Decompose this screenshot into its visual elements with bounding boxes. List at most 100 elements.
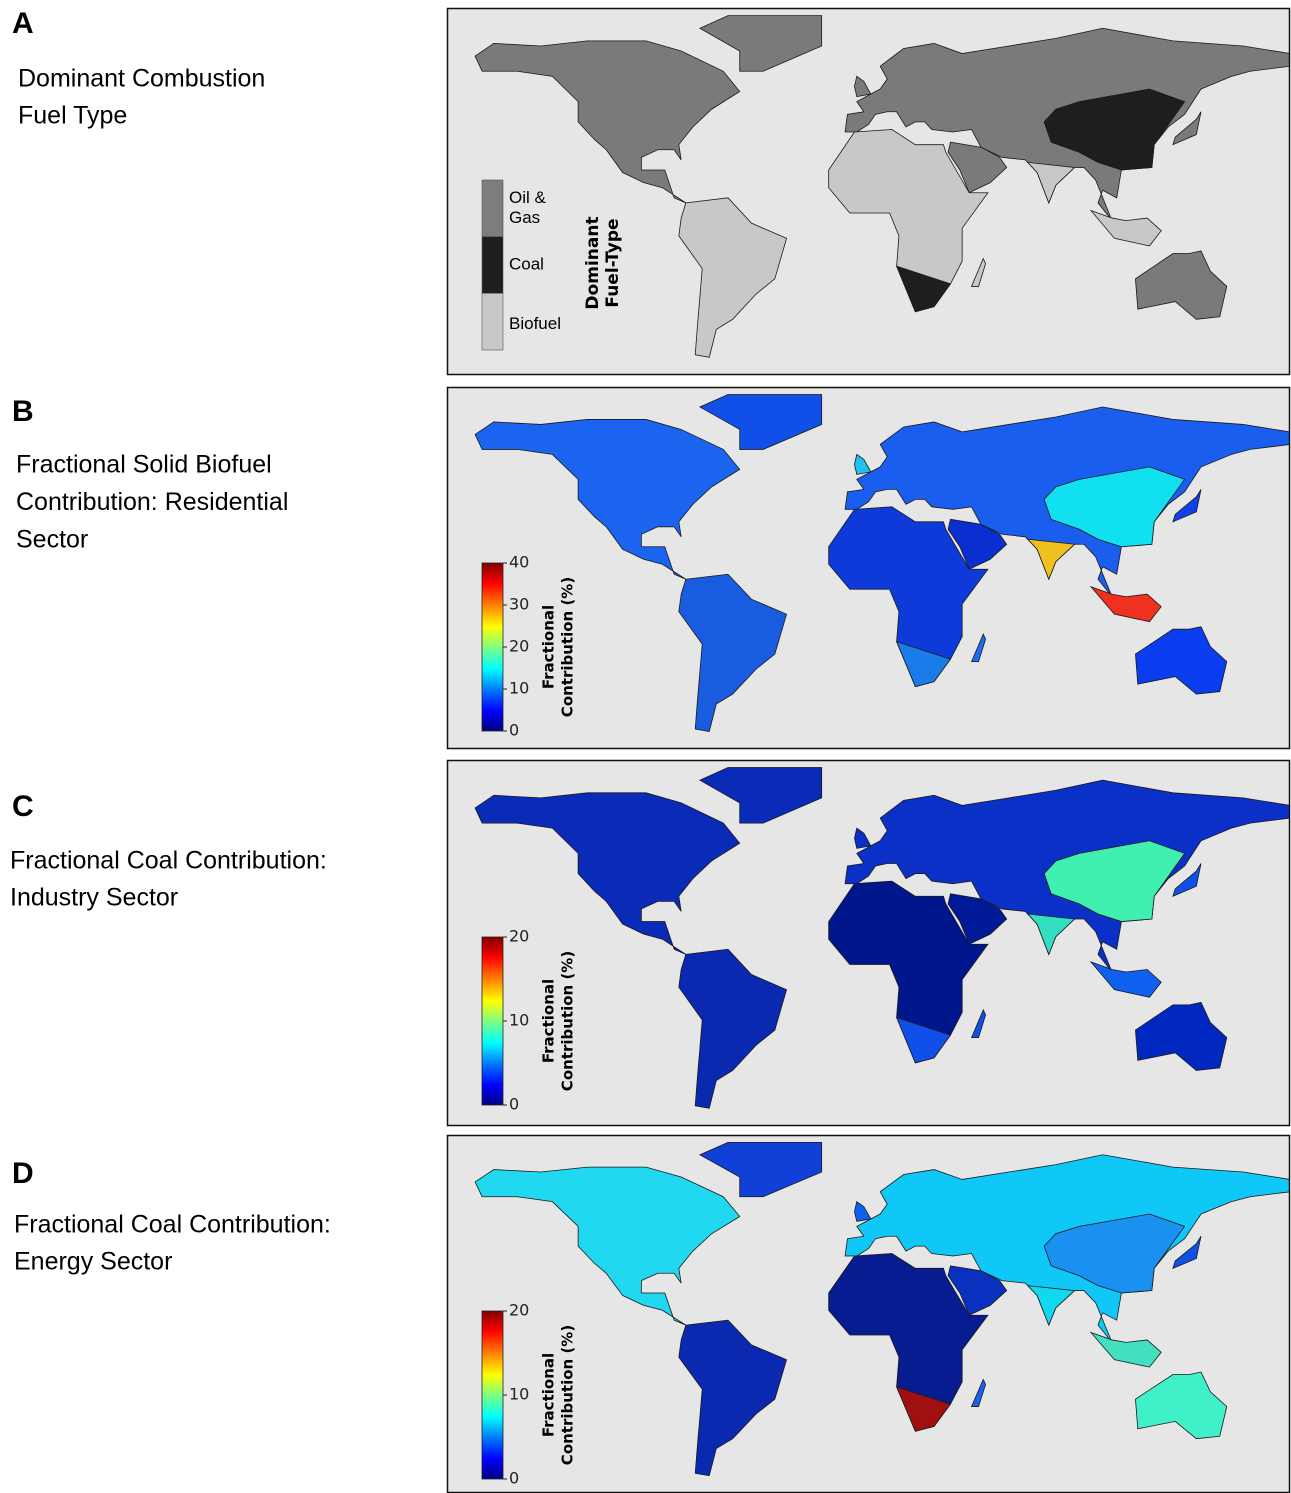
region [895,265,952,313]
region [1172,1236,1202,1270]
region [970,1378,987,1407]
region [854,827,872,849]
panel: D Fractional Coal Contribution: Energy Sec… [12,1134,1291,1493]
panel-title: Fractional Coal Contribution: [10,847,327,875]
colorbar-tick-label: 10 [509,679,529,698]
region [678,197,788,358]
region [828,506,989,688]
region [1043,466,1186,548]
region [1135,1371,1228,1440]
panel: A Dominant Combustion Fuel Type Oil &Gas Coa… [12,7,1291,376]
colorbar-title: Fractional [540,979,558,1063]
map-frame [446,759,1291,1127]
legend-title: Fuel-Type [603,218,623,307]
colorbar-title: Contribution (%) [559,577,577,717]
map [447,387,1290,749]
region [1172,863,1202,898]
region [1043,88,1186,171]
region [1026,538,1076,581]
panel-title: Sector [16,526,88,554]
region [1026,161,1076,204]
panel-letter: C [12,790,34,823]
colorbar-tick-label: 30 [509,595,529,614]
panel-title: Fractional Coal Contribution: [14,1211,331,1239]
panel: B Fractional Solid Biofuel Contribution: R… [12,386,1291,750]
region [1043,1213,1186,1294]
legend-swatch [481,293,504,351]
region [474,40,741,204]
map [447,760,1290,1126]
panel-letter: A [12,7,34,40]
region [854,453,872,475]
colorbar-tick-label: 0 [509,1095,519,1114]
region [895,1386,952,1432]
legend-label: Coal [509,254,544,273]
region [947,1265,1008,1316]
region [1026,913,1076,956]
region [947,141,1008,194]
region [1135,1001,1228,1071]
region [1043,840,1186,922]
colorbar-title: Fractional [540,605,558,689]
panel-title: Dominant Combustion [18,65,265,93]
colorbar-tick-label: 20 [509,1301,529,1320]
colorbar [481,562,504,732]
region [854,75,872,98]
region [699,767,823,824]
region [947,518,1008,570]
panel-title: Industry Sector [10,884,178,912]
region [854,1200,872,1222]
region [1026,1285,1076,1327]
region [1135,626,1228,695]
region [678,573,788,732]
legend-label: Gas [509,208,540,227]
region [828,1253,989,1432]
region [678,948,788,1109]
panel-title: Fractional Solid Biofuel [16,451,272,479]
colorbar-tick-label: 40 [509,553,529,572]
region [895,1016,952,1064]
region [895,640,952,688]
panel-title: Energy Sector [14,1248,172,1276]
region [699,15,823,72]
map [447,1135,1290,1493]
region [970,1008,987,1039]
map [447,8,1290,375]
map-frame [446,7,1291,376]
region [678,1319,788,1477]
legend-label: Oil & [509,188,547,207]
colorbar-title: Contribution (%) [559,951,577,1091]
region [828,129,989,313]
colorbar-tick-label: 20 [509,927,529,946]
region [474,792,741,955]
colorbar-title: Fractional [540,1353,558,1437]
region [699,394,823,450]
region [970,633,987,663]
region [1172,489,1202,523]
legend-swatch [481,236,504,294]
colorbar [481,1310,504,1480]
region [828,880,989,1064]
region [1089,961,1162,998]
region [947,893,1008,945]
region [1089,585,1162,623]
region [1135,250,1228,320]
colorbar-tick-label: 0 [509,1469,519,1488]
colorbar [481,936,504,1106]
region [1089,1331,1162,1368]
region [1172,111,1202,146]
map-frame [446,386,1291,750]
legend-title: Dominant [583,216,603,309]
region [1089,209,1162,247]
legend-swatch [481,179,504,237]
panel: C Fractional Coal Contribution: Industry S… [10,759,1291,1127]
region [699,1142,823,1198]
panel-letter: B [12,395,34,428]
panel-title: Contribution: Residential [16,488,288,516]
region [474,419,741,580]
legend-label: Biofuel [509,314,561,333]
colorbar-tick-label: 20 [509,637,529,656]
colorbar-tick-label: 0 [509,721,519,740]
panel-title: Fuel Type [18,102,127,130]
